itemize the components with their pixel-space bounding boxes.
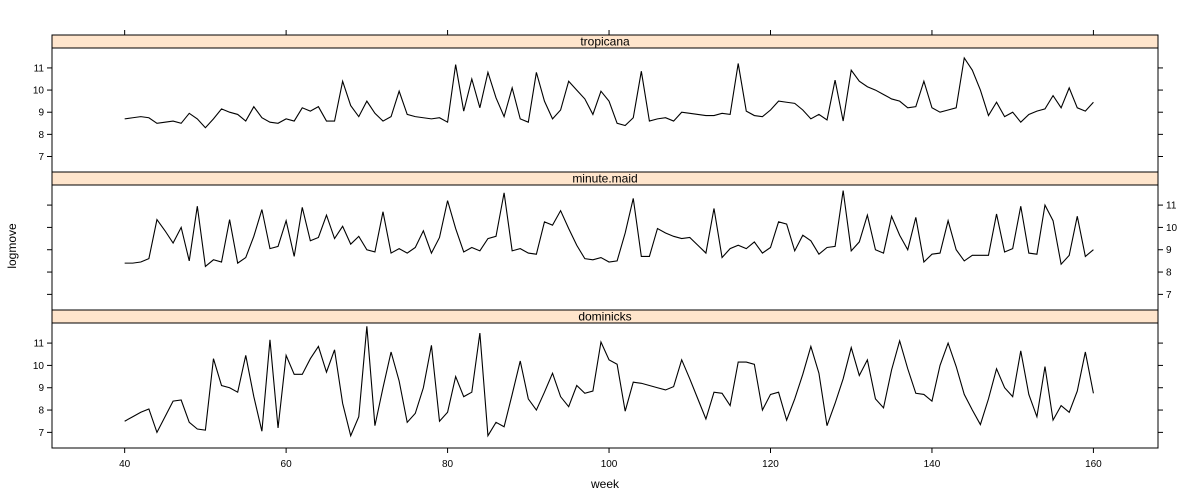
y-tick-label: 8 <box>38 130 44 141</box>
panels-layer: tropicana7891011minute.maid7891011domini… <box>33 34 1178 449</box>
x-tick-label: 160 <box>1085 459 1102 470</box>
y-tick-label: 7 <box>38 428 44 439</box>
y-tick-label: 11 <box>34 339 45 350</box>
panel-dominicks: dominicks 7 8 9 10 11 <box>33 309 1163 449</box>
y-tick-label: 7 <box>38 152 44 163</box>
y-tick-label: 8 <box>38 406 44 417</box>
y-tick-label: 8 <box>1166 268 1172 279</box>
x-tick-label: 140 <box>924 459 941 470</box>
y-tick-label: 9 <box>1166 245 1172 256</box>
x-axis-title: week <box>590 477 620 491</box>
series-line-tropicana <box>124 56 1094 129</box>
x-tick-label: 60 <box>281 459 293 470</box>
y-tick-label: 11 <box>34 63 45 74</box>
panel-strip-label: minute.maid <box>572 172 637 186</box>
y-tick-label: 10 <box>33 361 45 372</box>
series-line-dominicks <box>124 326 1094 438</box>
panel-strip-label: dominicks <box>578 310 631 324</box>
x-tick-label: 40 <box>119 459 131 470</box>
y-tick-label: 9 <box>38 108 44 119</box>
axes-layer: 40 60 80 100 120 140 160 <box>119 30 1102 470</box>
x-tick-label: 80 <box>442 459 454 470</box>
y-tick-label: 10 <box>33 86 45 97</box>
panel-frame <box>51 184 1159 311</box>
y-tick-label: 9 <box>38 383 44 394</box>
y-tick-label: 7 <box>1166 290 1172 301</box>
panel-strip-label: tropicana <box>580 35 630 49</box>
y-tick-label: 11 <box>1166 201 1177 212</box>
y-tick-label: 10 <box>1166 223 1178 234</box>
series-line-minute-maid <box>124 190 1094 268</box>
panel-tropicana: tropicana 7 8 9 10 11 <box>33 34 1163 173</box>
x-tick-label: 100 <box>601 459 618 470</box>
panel-minute-maid: minute.maid 7 8 9 10 11 <box>47 171 1178 311</box>
y-axis-title: logmove <box>5 223 19 269</box>
x-tick-label: 120 <box>762 459 779 470</box>
panel-frame <box>51 322 1159 449</box>
